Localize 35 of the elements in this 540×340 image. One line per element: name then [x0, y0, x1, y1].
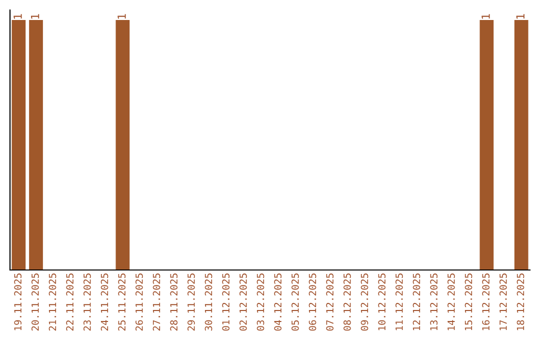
x-tick-label: 18.12.2025	[516, 274, 524, 330]
x-tick-label: 10.12.2025	[378, 274, 386, 330]
x-tick-label: 20.11.2025	[31, 274, 39, 331]
x-tick-label: 19.11.2025	[14, 274, 22, 330]
x-tick-label: 25.11.2025	[118, 274, 126, 331]
x-tick-label: 15.12.2025	[464, 274, 472, 330]
x-tick-label: 09.12.2025	[360, 274, 368, 331]
x-tick-label: 23.11.2025	[83, 274, 91, 331]
x-tick-label: 06.12.2025	[308, 274, 316, 331]
x-tick-label: 04.12.2025	[274, 274, 282, 331]
x-tick-label: 16.12.2025	[482, 274, 490, 330]
data-label: 1	[516, 14, 524, 19]
x-tick-label: 29.11.2025	[187, 274, 195, 331]
x-tick-label: 02.12.2025	[239, 274, 247, 331]
data-label: 1	[118, 14, 126, 19]
x-tick-label: 14.12.2025	[447, 274, 455, 330]
x-tick-label: 30.11.2025	[204, 274, 212, 331]
x-tick-label: 03.12.2025	[256, 274, 264, 331]
x-tick-label: 13.12.2025	[430, 274, 438, 330]
x-tick-label: 26.11.2025	[135, 274, 143, 331]
data-label: 1	[30, 14, 40, 19]
x-tick-label: 01.12.2025	[222, 274, 230, 331]
x-tick-label: 21.11.2025	[48, 274, 56, 331]
x-tick-label: 17.12.2025	[499, 274, 507, 330]
x-tick-label: 12.12.2025	[412, 274, 420, 330]
data-label: 1	[482, 14, 490, 19]
x-tick-label: 28.11.2025	[170, 274, 178, 331]
x-tick-label: 08.12.2025	[343, 274, 351, 331]
x-tick-label: 11.12.2025	[395, 274, 403, 330]
x-tick-label: 22.11.2025	[66, 274, 74, 331]
x-tick-label: 07.12.2025	[326, 274, 334, 331]
data-label: 1	[14, 14, 22, 19]
x-tick-label: 05.12.2025	[291, 274, 299, 331]
x-tick-label: 27.11.2025	[152, 274, 160, 331]
x-tick-label: 24.11.2025	[100, 274, 108, 331]
